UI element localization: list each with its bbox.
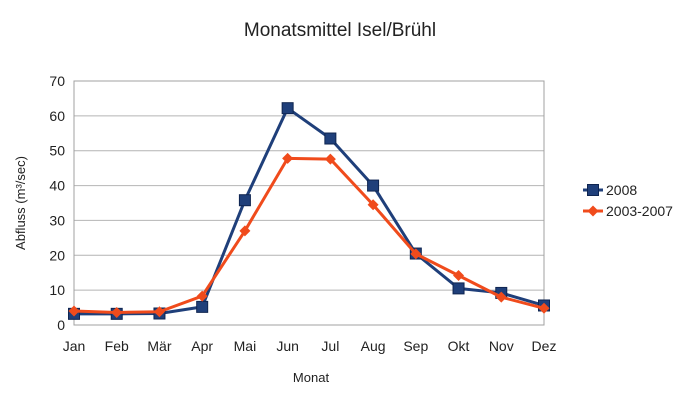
x-tick-label: Sep: [403, 338, 428, 354]
data-point: [324, 153, 336, 165]
x-axis-label: Monat: [293, 370, 330, 385]
x-tick-label: Okt: [448, 338, 470, 354]
series-line: [74, 106, 545, 316]
data-point: [239, 225, 251, 237]
y-axis-label: Abfluss (m³/sec): [13, 156, 28, 250]
y-tick-label: 70: [49, 73, 65, 89]
legend-label: 2008: [606, 182, 637, 198]
chart-title: Monatsmittel Isel/Brühl: [244, 20, 436, 41]
data-point: [111, 306, 123, 318]
legend-marker: [587, 184, 599, 196]
x-tick-label: Dez: [532, 338, 557, 354]
x-tick-label: Aug: [361, 338, 386, 354]
data-point: [495, 291, 507, 303]
legend-marker: [587, 205, 599, 217]
y-tick-label: 40: [49, 178, 65, 194]
data-point: [367, 199, 379, 211]
data-point: [282, 152, 294, 164]
y-tick-label: 30: [49, 212, 65, 228]
data-point: [281, 102, 294, 115]
x-tick-label: Apr: [191, 338, 213, 354]
x-tick-label: Nov: [489, 338, 514, 354]
y-tick-label: 10: [49, 282, 65, 298]
plot-area: [73, 80, 545, 326]
data-point: [367, 179, 380, 192]
series-1: [68, 152, 550, 318]
x-tick-label: Jun: [276, 338, 299, 354]
x-tick-label: Jul: [321, 338, 339, 354]
y-axis-ticks: 0 10 20 30 40 50 60 70: [49, 73, 65, 333]
data-point: [196, 300, 209, 313]
x-tick-label: Feb: [105, 338, 129, 354]
y-tick-label: 60: [49, 108, 65, 124]
data-point: [453, 270, 465, 282]
data-point: [153, 306, 165, 318]
data-point: [324, 132, 337, 145]
gridlines: [74, 80, 544, 326]
data-point: [452, 282, 465, 295]
x-tick-label: Jan: [63, 338, 86, 354]
y-tick-label: 20: [49, 247, 65, 263]
data-point: [538, 302, 550, 314]
data-point: [238, 194, 251, 207]
series-layer: [68, 102, 550, 320]
x-tick-label: Mai: [234, 338, 257, 354]
legend: 2008 2003-2007: [583, 182, 673, 219]
data-point: [68, 305, 80, 317]
x-tick-label: Mär: [147, 338, 171, 354]
legend-item: 2003-2007: [583, 203, 673, 219]
legend-label: 2003-2007: [606, 203, 673, 219]
series-0: [68, 102, 550, 320]
series-line: [73, 156, 545, 314]
data-point: [196, 290, 208, 302]
x-axis-ticks: Jan Feb Mär Apr Mai Jun Jul Aug Sep Okt Nov Dez: [63, 338, 557, 354]
data-point: [410, 248, 422, 260]
legend-item: 2008: [583, 182, 637, 198]
y-tick-label: 0: [57, 317, 65, 333]
y-tick-label: 50: [49, 143, 65, 159]
